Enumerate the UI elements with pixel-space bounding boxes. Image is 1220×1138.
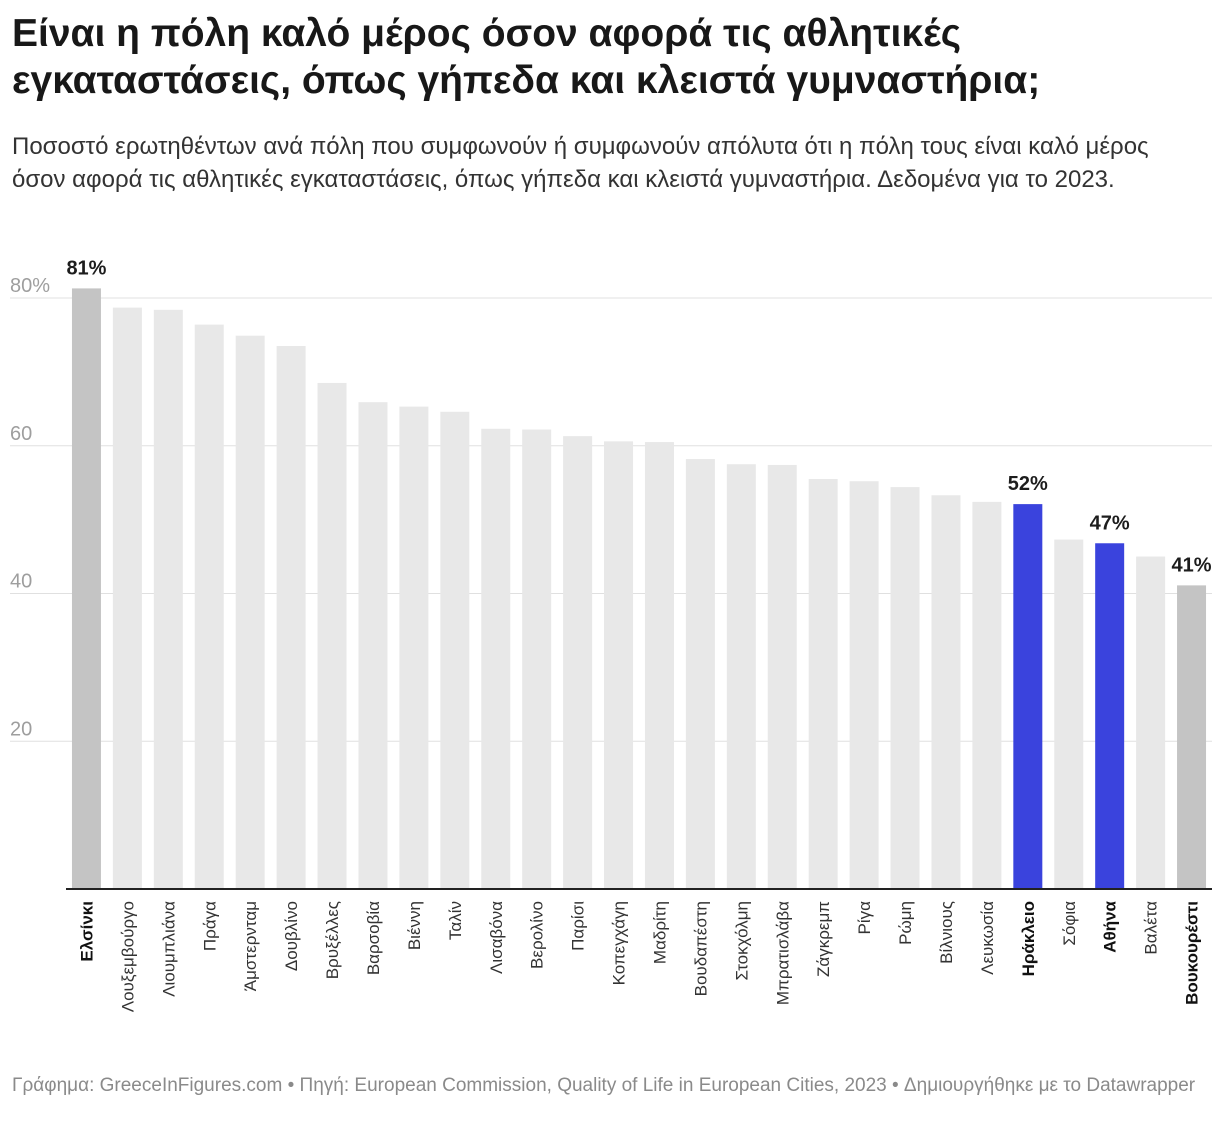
bar: [440, 411, 470, 889]
bar: [1136, 556, 1166, 889]
x-tick-label: Λουξεμβούργο: [118, 901, 137, 1012]
x-tick-label: Βουδαπέστη: [691, 901, 710, 996]
bar: [685, 459, 715, 889]
y-tick-label: 80%: [10, 275, 50, 297]
bar: [1095, 543, 1125, 889]
x-tick-label: Σόφια: [1060, 901, 1079, 946]
x-tick-label: Δουβλίνο: [282, 901, 301, 971]
x-tick-label: Ρώμη: [896, 901, 915, 945]
x-tick-label: Λευκωσία: [978, 901, 997, 975]
bar: [972, 501, 1002, 889]
bar: [563, 436, 593, 889]
data-label: 41%: [1172, 554, 1212, 576]
x-tick-label: Βίλνιους: [937, 901, 956, 964]
bar: [890, 487, 920, 889]
x-tick-label: Βουκουρέστι: [1183, 901, 1202, 1005]
bar: [726, 464, 756, 889]
x-tick-label: Ζάγκρεμπ: [814, 901, 833, 977]
x-tick-label: Κοπεγχάγη: [610, 901, 629, 985]
x-tick-label: Λισαβόνα: [487, 901, 506, 974]
bar: [358, 402, 388, 889]
y-tick-label: 20: [10, 718, 32, 740]
x-tick-label: Αθήνα: [1101, 900, 1120, 952]
y-tick-label: 40: [10, 571, 32, 593]
x-tick-label: Βρυξέλλες: [323, 901, 342, 979]
x-tick-label: Στοκχόλμη: [732, 901, 751, 980]
chart-title: Είναι η πόλη καλό μέρος όσον αφορά τις α…: [12, 12, 1041, 102]
bar: [481, 428, 511, 889]
x-tick-label: Ηράκλειο: [1019, 901, 1038, 976]
x-tick-label: Βαρσοβία: [364, 901, 383, 975]
bar: [317, 382, 347, 889]
bar: [767, 464, 797, 889]
x-tick-label: Άμστερνταμ: [241, 901, 260, 991]
bar: [1013, 504, 1043, 889]
x-tick-label: Βαλέτα: [1142, 901, 1161, 955]
bar: [399, 406, 429, 889]
bar: [808, 478, 838, 889]
bar: [604, 441, 634, 889]
bar: [644, 442, 674, 889]
bar: [276, 346, 306, 889]
bar-chart: 20 40 60 80% Ελσίνκι Λουξεμβούργο Λιουμπλιάνα Π…: [10, 257, 1212, 1012]
data-label: 52%: [1008, 473, 1048, 495]
bar: [112, 307, 142, 889]
x-tick-label: Βιέννη: [405, 901, 424, 950]
x-tick-label: Ρίγα: [855, 901, 874, 935]
bar: [153, 309, 183, 889]
bar: [1054, 539, 1084, 889]
x-tick-label: Πράγα: [200, 901, 219, 951]
x-tick-label: Βερολίνο: [528, 901, 547, 969]
chart-subtitle: Ποσοστό ερωτηθέντων ανά πόλη που συμφωνο…: [12, 133, 1149, 193]
bar: [522, 429, 552, 889]
x-tick-label: Ταλίν: [446, 901, 465, 940]
x-tick-label: Παρίσι: [569, 901, 588, 951]
chart-footer: Γράφημα: GreeceInFigures.com • Πηγή: Eur…: [12, 1075, 1196, 1096]
bar: [71, 288, 101, 889]
bar: [235, 335, 265, 889]
y-tick-label: 60: [10, 423, 32, 445]
x-tick-label: Μπρατισλάβα: [773, 901, 792, 1005]
bar: [194, 324, 224, 890]
x-tick-label: Λιουμπλιάνα: [159, 901, 178, 997]
bar: [931, 495, 961, 889]
bar: [849, 481, 879, 889]
x-tick-label: Ελσίνκι: [77, 901, 96, 962]
data-label: 81%: [66, 257, 106, 279]
x-tick-label: Μαδρίτη: [650, 901, 669, 964]
bar: [1177, 585, 1207, 889]
data-label: 47%: [1090, 512, 1130, 534]
